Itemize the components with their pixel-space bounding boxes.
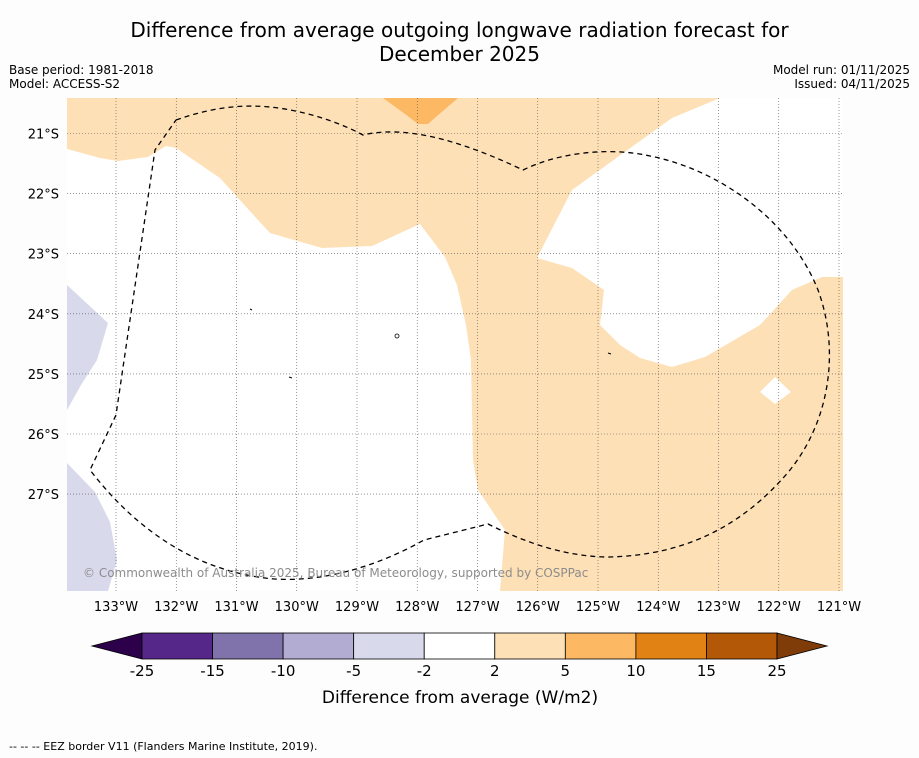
colorbar-segment bbox=[564, 632, 637, 660]
colorbar-segment bbox=[494, 632, 566, 660]
colorbar-extend-high bbox=[776, 632, 829, 660]
anomaly-region-2-to-5 bbox=[67, 98, 843, 591]
chart-title: Difference from average outgoing longwav… bbox=[0, 18, 919, 66]
colorbar-tick-label: 5 bbox=[561, 662, 571, 680]
speck-2 bbox=[288, 376, 293, 379]
colorbar-tick-label: 2 bbox=[490, 662, 500, 680]
colorbar-segment bbox=[635, 632, 707, 660]
meta-left: Base period: 1981-2018 Model: ACCESS-S2 bbox=[9, 63, 154, 91]
colorbar-tick-label: -10 bbox=[271, 662, 296, 680]
map-area: © Commonwealth of Australia 2025, Bureau… bbox=[67, 98, 843, 591]
colorbar-tick-label: 25 bbox=[767, 662, 786, 680]
lat-tick-label: 26°S bbox=[28, 428, 59, 443]
latitude-labels: 21°S 22°S 23°S 24°S 25°S 26°S 27°S bbox=[28, 128, 59, 504]
anomaly-region-minus5-to-minus2-b bbox=[67, 463, 117, 591]
base-period: Base period: 1981-2018 bbox=[9, 63, 154, 77]
lat-tick-label: 22°S bbox=[28, 188, 59, 203]
anomaly-region-5-to-10 bbox=[383, 98, 458, 124]
speck-3 bbox=[607, 352, 612, 355]
colorbar-segment bbox=[706, 632, 778, 660]
colorbar-label: Difference from average (W/m2) bbox=[322, 688, 598, 708]
colorbar-segment bbox=[353, 632, 425, 660]
lat-tick-label: 27°S bbox=[28, 488, 59, 503]
small-neutral-patch bbox=[760, 377, 791, 404]
colorbar-tick-label: 15 bbox=[697, 662, 716, 680]
lon-tick-label: 133°W bbox=[94, 600, 138, 615]
speck-1 bbox=[249, 308, 253, 311]
colorbar-segment bbox=[212, 632, 284, 660]
issued-date: Issued: 04/11/2025 bbox=[794, 77, 910, 91]
lat-tick-label: 24°S bbox=[28, 308, 59, 323]
colorbar-segment bbox=[423, 632, 496, 660]
lon-tick-label: 125°W bbox=[576, 600, 620, 615]
lon-tick-label: 128°W bbox=[395, 600, 439, 615]
longitude-labels: 133°W 132°W 131°W 130°W 129°W 128°W 127°W 126°W… bbox=[94, 600, 861, 615]
speck-4 bbox=[394, 333, 400, 339]
eez-footnote: -- -- -- EEZ border V11 (Flanders Marine… bbox=[9, 740, 318, 753]
title-line-2: December 2025 bbox=[379, 42, 540, 66]
gridlines bbox=[67, 98, 843, 591]
lat-tick-label: 25°S bbox=[28, 368, 59, 383]
colorbar-extend-low bbox=[90, 632, 143, 660]
lon-tick-label: 123°W bbox=[696, 600, 740, 615]
copyright-text: © Commonwealth of Australia 2025, Bureau… bbox=[83, 566, 588, 580]
colorbar-tick-label: -25 bbox=[130, 662, 155, 680]
colorbar-segment bbox=[282, 632, 355, 660]
lat-tick-label: 23°S bbox=[28, 248, 59, 263]
lon-tick-label: 121°W bbox=[817, 600, 861, 615]
lon-tick-label: 129°W bbox=[335, 600, 379, 615]
eez-border bbox=[89, 105, 831, 581]
colorbar-tick-label: -5 bbox=[346, 662, 361, 680]
model-name: Model: ACCESS-S2 bbox=[9, 77, 121, 91]
colorbar-tick-label: -15 bbox=[200, 662, 225, 680]
anomaly-region-minus5-to-minus2-a bbox=[67, 285, 108, 410]
map-figure: © Commonwealth of Australia 2025, Bureau… bbox=[28, 98, 861, 708]
lon-tick-label: 126°W bbox=[516, 600, 560, 615]
colorbar: -25 -15 -10 -5 -2 2 5 10 15 25 bbox=[90, 632, 829, 680]
model-run: Model run: 01/11/2025 bbox=[772, 63, 910, 77]
lon-tick-label: 122°W bbox=[757, 600, 801, 615]
lon-tick-label: 132°W bbox=[154, 600, 198, 615]
lon-tick-label: 131°W bbox=[214, 600, 258, 615]
lat-tick-label: 21°S bbox=[28, 128, 59, 143]
title-line-1: Difference from average outgoing longwav… bbox=[130, 18, 789, 42]
lon-tick-label: 124°W bbox=[636, 600, 680, 615]
colorbar-tick-label: 10 bbox=[626, 662, 645, 680]
meta-right: Model run: 01/11/2025 Issued: 04/11/2025 bbox=[773, 63, 910, 91]
lon-tick-label: 130°W bbox=[275, 600, 319, 615]
colorbar-segment bbox=[141, 632, 213, 660]
lon-tick-label: 127°W bbox=[455, 600, 499, 615]
colorbar-tick-label: -2 bbox=[417, 662, 432, 680]
